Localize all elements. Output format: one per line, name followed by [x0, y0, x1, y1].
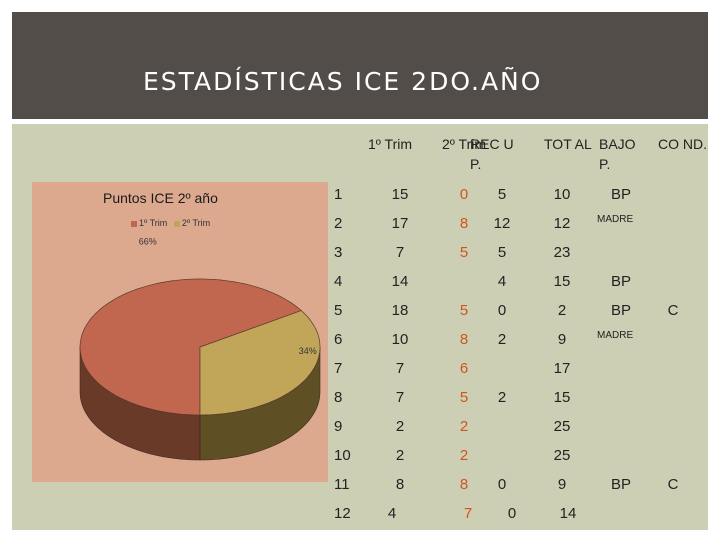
cell-r4-c3: 4: [497, 273, 507, 290]
cell-r2-c0: 2: [334, 215, 343, 232]
pie-data-label-1: 66%: [139, 236, 157, 246]
cell-r4-c4: 15: [553, 273, 571, 290]
pie-data-label-2: 34%: [299, 346, 317, 356]
cell-r6-c3: 2: [497, 331, 507, 348]
pie-chart: 66% 34%: [79, 236, 321, 461]
title-bar: ESTADÍSTICAS ICE 2DO.AÑO: [12, 12, 708, 119]
cell-r8-c1: 7: [395, 389, 405, 406]
cell-r3-c4: 23: [553, 244, 571, 261]
cell-r12-c2: 7: [463, 505, 473, 522]
cell-r3-c3: 5: [497, 244, 507, 261]
cell-r12-c3: 0: [507, 505, 517, 522]
pie-labels: 66% 34%: [139, 236, 317, 355]
cell-r8-c2: 5: [459, 389, 469, 406]
cell-r6-c0: 6: [334, 331, 343, 348]
cell-r5-c0: 5: [334, 302, 343, 319]
legend-item-2: 2º Trim: [173, 218, 211, 228]
cell-r10-c0: 10: [334, 447, 351, 464]
cell-r11-c4: 9: [557, 476, 567, 493]
cell-r2-c3: 12: [493, 215, 511, 232]
cell-r6-c1: 10: [391, 331, 409, 348]
table-header-1: 1º Trim: [368, 136, 413, 152]
cell-r3-c2: 5: [459, 244, 469, 261]
cell-r10-c2: 2: [459, 447, 469, 464]
cell-r7-c4: 17: [553, 360, 571, 377]
cell-r1-c1: 15: [391, 186, 409, 203]
cell-r8-c0: 8: [334, 389, 343, 406]
cell-r11-c2: 8: [459, 476, 469, 493]
cell-r12-c4: 14: [559, 505, 577, 522]
legend-label-1: 1º Trim: [139, 218, 168, 228]
table-header-4: TOT AL: [544, 136, 592, 152]
cell-r6-c4: 9: [557, 331, 567, 348]
page-title: ESTADÍSTICAS ICE 2DO.AÑO: [143, 67, 543, 96]
cell-r1-c5: BP: [610, 186, 631, 203]
cell-r6-c2: 8: [459, 331, 469, 348]
pie-slice-2: [199, 310, 321, 416]
chart-title: Puntos ICE 2º año: [103, 190, 218, 206]
cell-r11-c6: C: [667, 476, 679, 493]
cell-r5-c5: BP: [610, 302, 631, 319]
cell-r2-c4: 12: [553, 215, 571, 232]
table-header-5: BAJO P.: [599, 136, 636, 172]
cell-r10-c4: 25: [553, 447, 571, 464]
cell-r7-c1: 7: [395, 360, 405, 377]
cell-r2-c2: 8: [459, 215, 469, 232]
cell-r12-c1: 4: [387, 505, 397, 522]
cell-r1-c3: 5: [497, 186, 507, 203]
cell-r5-c3: 0: [497, 302, 507, 319]
cell-r4-c5: BP: [610, 273, 631, 290]
cell-r1-c2: 0: [459, 186, 469, 203]
cell-r6-c5: MADRE: [597, 330, 634, 341]
cell-r5-c4: 2: [557, 302, 567, 319]
cell-r9-c1: 2: [395, 418, 405, 435]
legend-item-1: 1º Trim: [131, 218, 167, 228]
legend-swatch-1: [131, 220, 137, 227]
pie-slice-1: [79, 278, 302, 416]
chart-legend: 1º Trim 2º Trim: [131, 218, 214, 228]
legend-swatch-2: [173, 220, 180, 227]
cell-r8-c4: 15: [553, 389, 571, 406]
legend-label-2: 2º Trim: [181, 218, 211, 228]
cell-r9-c2: 2: [459, 418, 469, 435]
cell-r4-c0: 4: [334, 273, 343, 290]
cell-r11-c1: 8: [395, 476, 405, 493]
cell-r11-c3: 0: [497, 476, 507, 493]
cell-r9-c0: 9: [334, 418, 343, 435]
pie-tops: [79, 278, 321, 416]
cell-r10-c1: 2: [395, 447, 405, 464]
cell-r11-c0: 11: [334, 476, 350, 493]
cell-r2-c1: 17: [391, 215, 409, 232]
cell-r4-c1: 14: [391, 273, 409, 290]
cell-r7-c0: 7: [334, 360, 343, 377]
cell-r9-c4: 25: [553, 418, 571, 435]
cell-r3-c0: 3: [334, 244, 343, 261]
cell-r2-c5: MADRE: [597, 214, 634, 225]
cell-r1-c0: 1: [334, 186, 343, 203]
cell-r1-c4: 10: [553, 186, 571, 203]
cell-r11-c5: BP: [610, 476, 631, 493]
cell-r5-c1: 18: [391, 302, 409, 319]
table-header-6: CO ND.: [658, 136, 707, 152]
cell-r3-c1: 7: [395, 244, 405, 261]
cell-r8-c3: 2: [497, 389, 507, 406]
cell-r12-c0: 12: [334, 505, 351, 522]
cell-r5-c2: 5: [459, 302, 469, 319]
cell-r5-c6: C: [667, 302, 679, 319]
cell-r7-c2: 6: [459, 360, 469, 377]
table-header-3: REC UP.: [470, 136, 514, 172]
table-header-2: 2º Trim: [442, 136, 487, 152]
stats-table: 1º Trim 2º Trim REC UP. TOT AL BAJO P. CO ND.…: [328, 124, 707, 524]
